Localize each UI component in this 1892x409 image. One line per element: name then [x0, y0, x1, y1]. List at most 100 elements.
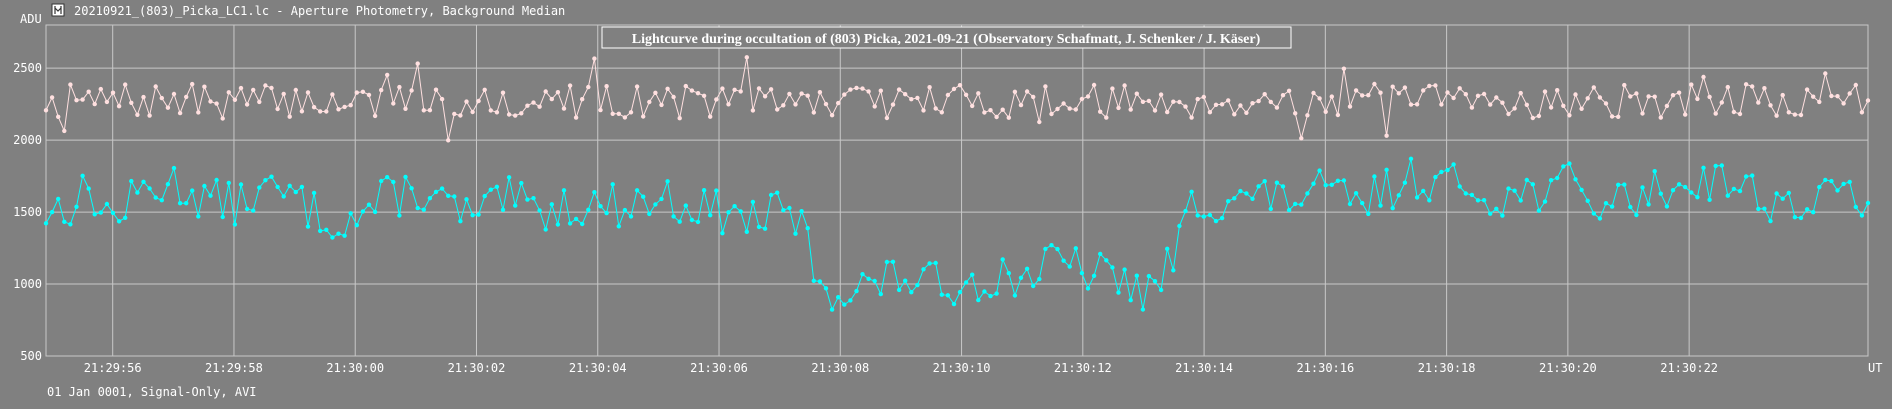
comparison-data-point	[1360, 93, 1365, 98]
x-tick-labels: 21:29:56 21:29:58 21:30:00 21:30:02 21:30:04…	[84, 361, 1718, 375]
target-data-point	[348, 211, 353, 216]
y-tick-label: 1500	[13, 205, 42, 219]
target-data-point	[1603, 201, 1609, 206]
target-data-point	[994, 291, 999, 296]
target-data-point	[1140, 307, 1146, 312]
target-data-point	[1823, 177, 1828, 183]
comparison-data-point	[123, 82, 128, 87]
target-data-point	[1567, 161, 1572, 166]
x-tick-label: 21:29:56	[84, 361, 142, 375]
comparison-data-point	[1597, 95, 1603, 100]
comparison-data-point	[878, 88, 883, 93]
target-data-point	[543, 227, 548, 232]
target-data-point	[677, 219, 682, 224]
comparison-data-point	[1353, 88, 1359, 93]
comparison-data-point	[104, 99, 110, 105]
comparison-data-point	[1646, 94, 1651, 99]
target-data-point	[141, 179, 146, 184]
comparison-data-point	[872, 104, 877, 109]
target-data-point	[1548, 178, 1554, 183]
target-data-point	[945, 293, 951, 298]
comparison-data-point	[257, 99, 262, 105]
target-data-point	[1067, 264, 1072, 269]
comparison-data-point	[49, 95, 55, 100]
comparison-data-point	[1372, 81, 1377, 87]
comparison-data-point	[372, 113, 378, 119]
comparison-data-point	[1804, 87, 1810, 92]
target-data-point	[592, 190, 597, 195]
comparison-data-point	[342, 104, 347, 110]
comparison-data-point	[525, 103, 530, 108]
target-data-point	[1000, 257, 1005, 262]
comparison-data-point	[1829, 93, 1834, 99]
comparison-data-point	[866, 89, 871, 94]
comparison-data-point	[159, 95, 164, 101]
y-axis-unit-label: ADU	[20, 12, 42, 26]
comparison-data-point	[1445, 90, 1450, 95]
y-tick-label: 2500	[13, 61, 42, 75]
comparison-data-point	[1664, 103, 1670, 109]
target-data-point	[403, 174, 408, 180]
comparison-data-point	[348, 103, 353, 108]
target-data-point	[208, 193, 213, 198]
comparison-data-point	[598, 107, 603, 113]
target-data-point	[872, 278, 877, 284]
target-data-point	[129, 178, 134, 184]
comparison-data-point	[842, 92, 847, 97]
x-tick-label: 21:30:20	[1539, 361, 1597, 375]
comparison-data-point	[439, 96, 445, 102]
comparison-data-point	[1865, 98, 1871, 103]
comparison-data-point	[1061, 101, 1066, 106]
comparison-data-point	[1762, 86, 1767, 91]
target-data-point	[1110, 265, 1115, 270]
target-data-point	[427, 196, 433, 201]
x-tick-label: 21:29:58	[205, 361, 263, 375]
comparison-data-point	[1280, 93, 1286, 98]
target-data-point	[1670, 188, 1676, 193]
target-data-point	[1475, 198, 1481, 203]
comparison-data-point	[299, 109, 305, 114]
comparison-data-point	[586, 84, 591, 90]
x-tick-label: 21:30:00	[326, 361, 384, 375]
comparison-data-point	[915, 95, 920, 101]
target-data-point	[1414, 195, 1420, 200]
comparison-data-point	[1719, 100, 1725, 105]
target-data-point	[1451, 162, 1456, 167]
target-data-point	[1719, 163, 1725, 168]
target-data-point	[147, 186, 152, 191]
tangra-app-icon[interactable]	[51, 3, 65, 17]
target-data-point	[1037, 276, 1042, 282]
comparison-data-point	[1488, 102, 1493, 107]
target-data-point	[531, 196, 536, 201]
target-data-point	[1031, 283, 1036, 289]
comparison-data-point	[208, 99, 213, 104]
target-data-point	[616, 224, 621, 229]
comparison-data-point	[665, 86, 670, 92]
comparison-data-point	[214, 101, 219, 106]
comparison-data-point	[360, 89, 366, 95]
target-data-point	[311, 190, 317, 196]
target-data-point	[689, 217, 695, 223]
target-data-point	[1737, 188, 1743, 194]
target-data-point	[854, 288, 859, 294]
comparison-data-point	[1634, 91, 1639, 96]
target-data-point	[1859, 213, 1865, 218]
target-data-point	[92, 212, 97, 217]
target-data-point	[720, 231, 725, 236]
comparison-data-point	[1146, 98, 1152, 104]
comparison-data-point	[738, 89, 743, 94]
comparison-data-point	[409, 88, 414, 93]
comparison-data-point	[135, 112, 140, 118]
comparison-data-point	[1104, 115, 1109, 120]
comparison-data-point	[1116, 105, 1121, 111]
comparison-data-point	[1707, 94, 1712, 100]
comparison-data-point	[330, 92, 335, 97]
comparison-data-point	[202, 84, 207, 89]
comparison-data-point	[592, 56, 597, 61]
target-data-point	[1390, 206, 1395, 211]
target-data-point	[409, 186, 414, 191]
comparison-data-point	[1585, 96, 1590, 101]
comparison-data-point	[1414, 102, 1420, 107]
comparison-data-point	[397, 84, 402, 90]
comparison-data-point	[1750, 84, 1755, 89]
